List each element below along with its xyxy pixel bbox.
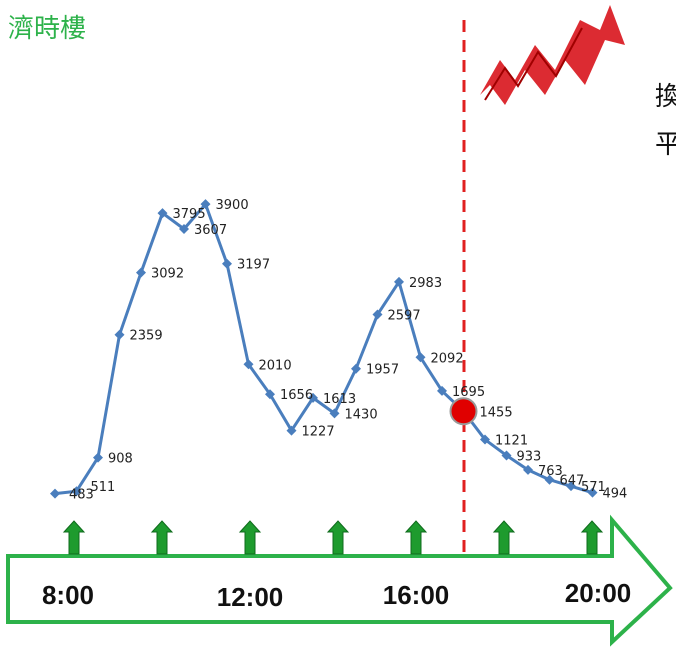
data-label: 2597 bbox=[388, 309, 421, 324]
data-point bbox=[351, 363, 361, 374]
side-text-2: 平 bbox=[655, 130, 676, 160]
tick-arrow-icon bbox=[150, 520, 174, 555]
timeline-arrow bbox=[6, 514, 673, 647]
data-point bbox=[114, 329, 125, 340]
data-point bbox=[544, 474, 555, 485]
tick-arrow-icon bbox=[62, 520, 86, 555]
data-label: 511 bbox=[91, 480, 116, 495]
data-point bbox=[243, 359, 254, 370]
data-point bbox=[71, 486, 82, 497]
data-point bbox=[372, 309, 383, 320]
data-point bbox=[179, 223, 189, 234]
time-label: 20:00 bbox=[565, 578, 632, 608]
data-point bbox=[480, 434, 490, 445]
data-label: 1613 bbox=[323, 392, 356, 407]
data-point bbox=[437, 385, 447, 396]
tick-arrow-icon bbox=[404, 520, 428, 555]
tick-arrow-icon bbox=[238, 520, 262, 555]
data-label: 2010 bbox=[259, 358, 292, 373]
data-point bbox=[222, 258, 232, 269]
data-label: 647 bbox=[560, 474, 585, 489]
data-label: 1121 bbox=[495, 434, 528, 449]
data-label: 1455 bbox=[480, 405, 513, 420]
data-label: 3795 bbox=[173, 207, 206, 222]
data-point bbox=[566, 481, 576, 492]
tick-arrow-icon bbox=[492, 520, 516, 555]
side-text-1: 換 bbox=[655, 82, 676, 112]
data-point bbox=[308, 392, 318, 403]
data-label: 571 bbox=[581, 480, 606, 495]
data-label: 483 bbox=[69, 488, 94, 503]
time-label: 16:00 bbox=[383, 580, 450, 610]
data-point bbox=[329, 408, 340, 419]
data-label: 494 bbox=[603, 487, 628, 502]
data-label: 3607 bbox=[194, 223, 227, 238]
data-label: 763 bbox=[538, 464, 563, 479]
tick-arrow-icon bbox=[580, 520, 604, 555]
data-point bbox=[587, 487, 598, 498]
data-point bbox=[415, 352, 426, 363]
data-point bbox=[50, 488, 60, 499]
data-point bbox=[93, 452, 103, 463]
data-label: 908 bbox=[108, 452, 133, 467]
data-point bbox=[394, 276, 404, 287]
data-label: 3092 bbox=[151, 267, 184, 282]
data-point bbox=[523, 464, 533, 475]
tick-arrow-icon bbox=[326, 520, 350, 555]
data-point bbox=[286, 425, 297, 436]
data-point bbox=[265, 389, 275, 400]
highlight-point bbox=[449, 397, 478, 426]
data-label: 1656 bbox=[280, 388, 313, 403]
data-label: 2359 bbox=[130, 329, 163, 344]
data-point bbox=[501, 450, 512, 461]
data-label: 3900 bbox=[216, 198, 249, 213]
data-label: 1695 bbox=[452, 385, 485, 400]
data-point bbox=[200, 199, 211, 210]
data-label: 1430 bbox=[345, 407, 378, 422]
data-label: 3197 bbox=[237, 258, 270, 273]
series-line bbox=[54, 202, 593, 496]
data-label: 2092 bbox=[431, 351, 464, 366]
data-point bbox=[136, 267, 146, 278]
chart-title: 濟時樓 bbox=[8, 14, 87, 44]
data-label: 933 bbox=[517, 449, 542, 464]
time-label: 12:00 bbox=[217, 582, 284, 612]
data-label: 2983 bbox=[409, 276, 442, 291]
data-label: 1957 bbox=[366, 363, 399, 378]
time-label: 8:00 bbox=[42, 580, 94, 610]
data-label: 1227 bbox=[302, 425, 335, 440]
data-point bbox=[157, 208, 168, 219]
rising-arrow-icon bbox=[480, 5, 625, 105]
